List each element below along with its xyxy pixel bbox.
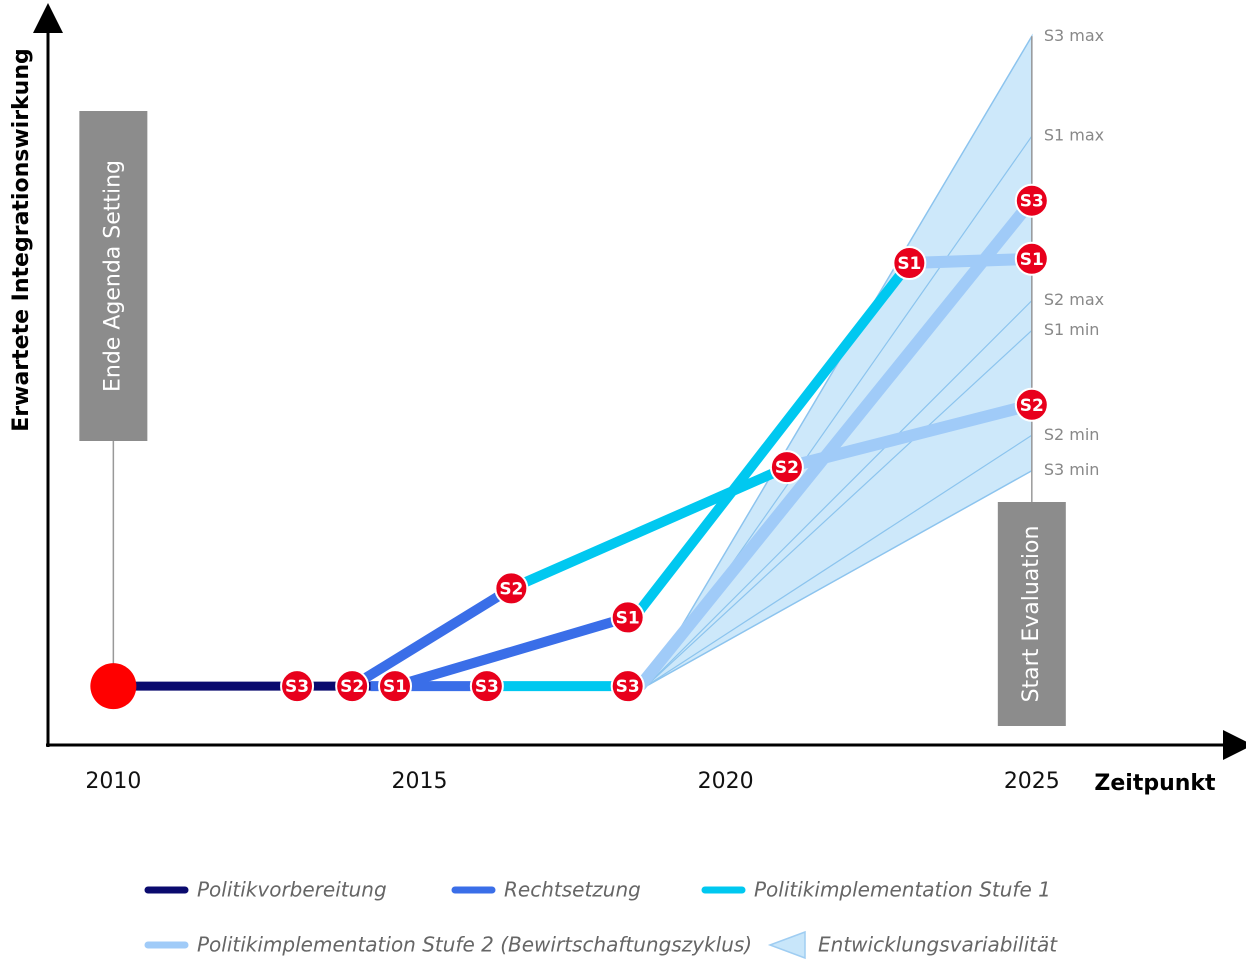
start-point <box>90 663 137 710</box>
stage-marker <box>1014 183 1049 218</box>
x-tick-label: 2020 <box>698 769 754 794</box>
stage-marker <box>1014 241 1049 276</box>
stage-marker-label: S1 <box>616 608 640 628</box>
band-ray <box>645 300 1033 687</box>
stage-marker <box>769 450 804 485</box>
stage-marker-label: S3 <box>285 677 309 697</box>
stage-marker-label: S1 <box>383 677 407 697</box>
annotation-text: Start Evaluation <box>1019 526 1044 703</box>
band-ray <box>645 329 1033 687</box>
stage-marker-label: S3 <box>616 677 640 697</box>
stage-marker-label: S2 <box>340 677 364 697</box>
x-axis-label: Zeitpunkt <box>1094 771 1216 796</box>
series-line <box>909 252 1033 270</box>
stage-marker-label: S1 <box>1020 250 1044 270</box>
band-ray-label: S1 min <box>1044 320 1100 339</box>
band-ray-label: S1 max <box>1044 126 1104 145</box>
x-tick-label: 2010 <box>85 769 141 794</box>
stage-marker <box>610 669 645 704</box>
series-line <box>393 612 630 691</box>
legend-label: Entwicklungsvariabilität <box>818 933 1058 957</box>
band-ray-label: S3 max <box>1044 26 1104 45</box>
stage-marker-label: S1 <box>897 254 921 274</box>
band-ray-label: S3 min <box>1044 460 1100 479</box>
stage-marker-label: S2 <box>775 458 799 478</box>
stage-marker-label: S2 <box>1020 396 1044 416</box>
legend-label: Politikimplementation Stufe 2 (Bewirtsch… <box>197 933 752 957</box>
annotation-box <box>79 111 148 441</box>
band-ray-label: S2 max <box>1044 290 1104 309</box>
band-ray-label: S2 min <box>1044 425 1100 444</box>
legend-label: Rechtsetzung <box>504 878 641 902</box>
stage-marker-label: S2 <box>499 579 523 599</box>
legend-label: Politikimplementation Stufe 1 <box>754 878 1051 902</box>
band-ray <box>645 434 1033 687</box>
series-line <box>349 584 514 691</box>
stage-marker <box>610 600 645 635</box>
x-tick-label: 2015 <box>392 769 448 794</box>
stage-marker <box>1014 387 1049 422</box>
x-tick-label: 2025 <box>1004 769 1060 794</box>
stage-marker-label: S3 <box>475 677 499 697</box>
stage-marker <box>378 669 413 704</box>
stage-marker <box>335 669 370 704</box>
series-line <box>635 196 1037 690</box>
stage-marker <box>280 669 315 704</box>
annotation-box <box>997 502 1066 726</box>
band-ray <box>645 470 1033 687</box>
stage-marker-label: S3 <box>1020 192 1044 212</box>
y-axis-label: Erwartete Integrationswirkung <box>9 48 34 432</box>
annotation-text: Ende Agenda Setting <box>100 160 125 392</box>
stage-marker <box>892 246 927 281</box>
legend-label: Politikvorbereitung <box>197 878 387 902</box>
legend-swatch <box>767 930 806 960</box>
stage-marker <box>494 571 529 606</box>
stage-marker <box>469 669 504 704</box>
